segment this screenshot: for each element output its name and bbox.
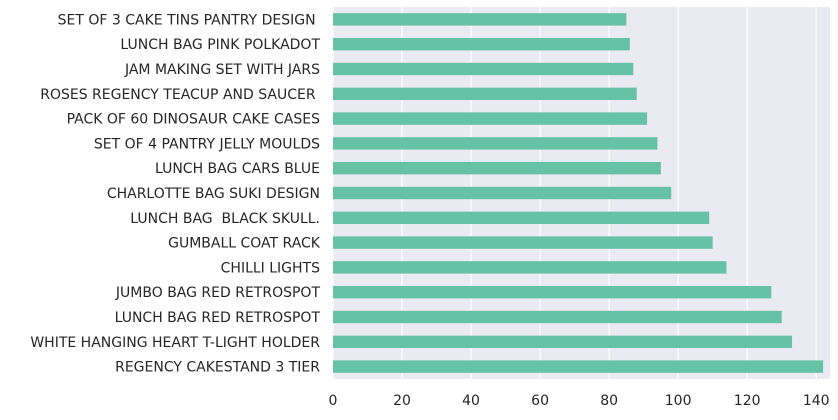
category-labels: REGENCY CAKESTAND 3 TIER WHITE HANGING HE…: [30, 12, 320, 375]
bar: [333, 13, 627, 26]
bar: [333, 186, 672, 200]
category-label: SET OF 3 CAKE TINS PANTRY DESIGN: [58, 12, 320, 28]
bar: [333, 310, 782, 324]
bar: [333, 211, 710, 224]
category-label: WHITE HANGING HEART T-LIGHT HOLDER: [30, 335, 320, 351]
x-tick-label: 40: [462, 393, 480, 409]
category-label: PACK OF 60 DINOSAUR CAKE CASES: [67, 112, 321, 128]
category-label: JAM MAKING SET WITH JARS: [124, 62, 320, 78]
category-label: LUNCH BAG CARS BLUE: [155, 161, 320, 177]
category-label: LUNCH BAG PINK POLKADOT: [120, 37, 320, 53]
bars: [333, 13, 824, 373]
bar: [333, 62, 634, 76]
x-tick-labels: 0 20 40 60 80 100 120 140: [329, 393, 830, 409]
bar: [333, 236, 713, 249]
category-label: GUMBALL COAT RACK: [168, 236, 321, 252]
category-label: CHILLI LIGHTS: [221, 260, 320, 276]
category-label: LUNCH BAG BLACK SKULL.: [130, 211, 320, 227]
category-label: CHARLOTTE BAG SUKI DESIGN: [107, 186, 320, 202]
x-tick-label: 100: [665, 393, 692, 409]
category-label: ROSES REGENCY TEACUP AND SAUCER: [40, 87, 320, 103]
bar: [333, 87, 637, 100]
bar: [333, 38, 630, 51]
category-label: JUMBO BAG RED RETROSPOT: [115, 285, 321, 301]
x-tick-label: 120: [734, 393, 761, 409]
x-tick-label: 20: [393, 393, 411, 409]
x-tick-label: 80: [600, 393, 618, 409]
bar: [333, 286, 772, 299]
category-label: REGENCY CAKESTAND 3 TIER: [115, 360, 320, 376]
bar: [333, 360, 824, 373]
bar: [333, 261, 727, 274]
bar: [333, 335, 793, 348]
x-tick-label: 140: [803, 393, 830, 409]
bar: [333, 162, 661, 175]
category-label: SET OF 4 PANTRY JELLY MOULDS: [94, 136, 320, 152]
bar: [333, 137, 658, 150]
x-tick-label: 60: [531, 393, 549, 409]
bar: [333, 112, 648, 125]
x-tick-label: 0: [329, 393, 338, 409]
category-label: LUNCH BAG RED RETROSPOT: [115, 310, 321, 326]
